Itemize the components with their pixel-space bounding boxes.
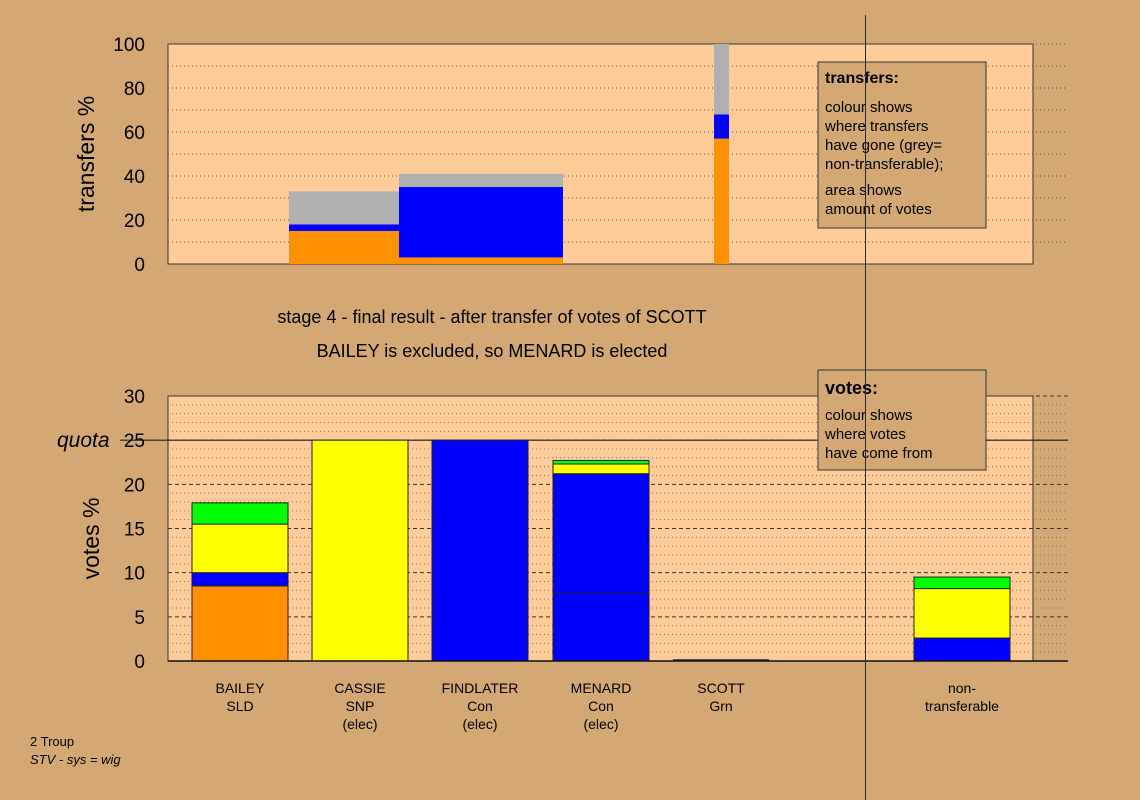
votes-chart: quota 0 5 10 15 20 25 30 votes % BAILEY SLD CASSIE S… — [57, 369, 1068, 732]
stage-subtitle: BAILEY is excluded, so MENARD is elected — [317, 341, 668, 361]
stage-title: stage 4 - final result - after transfer … — [277, 307, 706, 327]
votes-y-tick-label: 30 — [124, 387, 145, 408]
votes-legend-line: colour shows — [825, 407, 913, 424]
transfers-legend-line: have gone (grey= — [825, 137, 942, 154]
votes-bar-4-segment-4 — [552, 459, 650, 465]
transfers-legend-line: where transfers — [824, 118, 928, 135]
transfer-bar-3-orange-segment — [714, 138, 729, 264]
transfers-y-tick-label: 0 — [134, 255, 145, 276]
candidate-label-line: (elec) — [462, 716, 497, 732]
candidate-label-line: SLD — [226, 698, 253, 714]
transfers-y-tick-label: 40 — [124, 167, 145, 188]
transfer-bar-2-grey-segment — [399, 173, 563, 187]
footer-line-1: 2 Troup — [30, 734, 74, 749]
votes-bar-1-segment-1 — [191, 585, 289, 662]
transfers-legend-line: area shows — [825, 182, 902, 199]
transfers-legend-line: non-transferable); — [825, 156, 943, 173]
transfer-bar-1-blue-segment — [289, 224, 432, 231]
transfer-bar-2-orange-segment — [399, 257, 563, 264]
votes-y-axis-title: votes % — [78, 498, 104, 580]
quota-label: quota — [57, 429, 110, 452]
transfers-y-tick-label: 100 — [113, 35, 145, 56]
votes-bar-2-segment-1 — [311, 439, 409, 662]
transfers-legend-box — [817, 61, 987, 229]
candidate-label-line: (elec) — [342, 716, 377, 732]
votes-y-tick-label: 15 — [124, 520, 145, 541]
votes-y-tick-label: 10 — [124, 564, 145, 585]
votes-y-tick-label: 25 — [124, 431, 145, 452]
transfers-y-axis-title: transfers % — [73, 96, 99, 212]
candidate-label-line: SNP — [346, 698, 375, 714]
candidate-label-line: FINDLATER — [442, 680, 519, 696]
candidate-label-line: SCOTT — [697, 680, 745, 696]
votes-bar-6-segment-1 — [913, 637, 1011, 662]
candidate-label-line: BAILEY — [215, 680, 265, 696]
votes-bar-4-segment-2 — [552, 473, 650, 594]
candidate-label-line: non- — [948, 680, 976, 696]
votes-bar-4-segment-1 — [552, 592, 650, 662]
transfers-legend-title: transfers: — [825, 70, 899, 87]
transfer-bar-3-blue-segment — [714, 114, 729, 139]
transfers-y-tick-label: 80 — [124, 79, 145, 100]
transfers-legend-line: amount of votes — [825, 201, 932, 218]
candidate-label-line: CASSIE — [334, 680, 385, 696]
votes-legend-line: where votes — [824, 426, 906, 443]
candidate-label-line: (elec) — [583, 716, 618, 732]
votes-bar-6-segment-2 — [913, 588, 1011, 639]
votes-legend-title: votes: — [825, 378, 878, 398]
votes-bar-1-segment-3 — [191, 523, 289, 574]
footer-line-2: STV - sys = wig — [30, 752, 121, 767]
votes-legend-box — [817, 369, 987, 471]
candidate-label-line: MENARD — [571, 680, 632, 696]
transfers-y-tick-label: 60 — [124, 123, 145, 144]
candidate-label-line: transferable — [925, 698, 999, 714]
votes-y-tick-label: 0 — [134, 652, 145, 673]
transfers-y-tick-label: 20 — [124, 211, 145, 232]
votes-legend-line: have come from — [825, 445, 933, 462]
candidate-label-line: Grn — [709, 698, 732, 714]
votes-bar-1-segment-2 — [191, 572, 289, 587]
votes-bar-1-segment-4 — [191, 502, 289, 525]
candidate-label-line: Con — [588, 698, 614, 714]
votes-y-tick-label: 5 — [134, 608, 145, 629]
transfers-chart: 0 20 40 60 80 100 transfers % transfers: colour … — [73, 35, 1068, 276]
votes-bar-6-segment-3 — [913, 576, 1011, 590]
transfers-legend-line: colour shows — [825, 99, 913, 116]
votes-y-tick-label: 20 — [124, 475, 145, 496]
transfer-bar-2-blue-segment — [399, 187, 563, 258]
votes-bar-4-segment-3 — [552, 463, 650, 475]
votes-bar-3-segment-1 — [431, 439, 529, 662]
candidate-label-line: Con — [467, 698, 493, 714]
transfer-bar-3-grey-segment — [714, 44, 729, 115]
